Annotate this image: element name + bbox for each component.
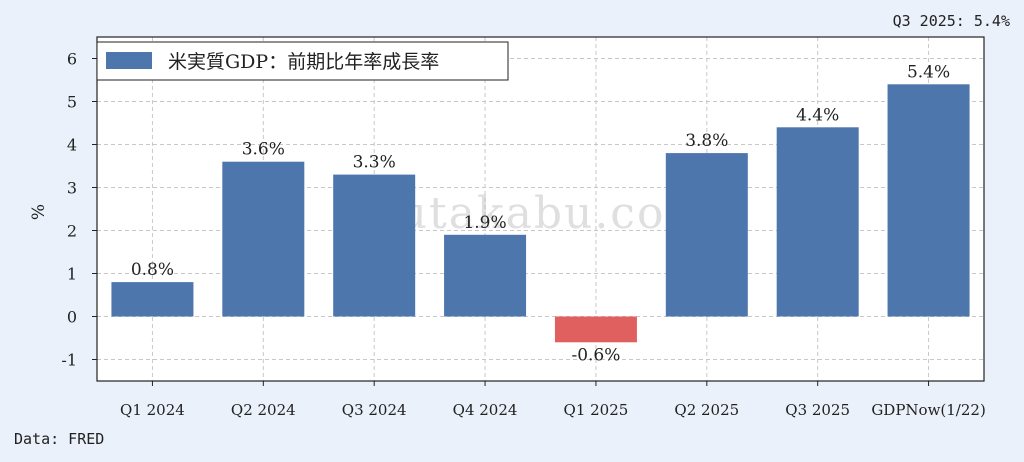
x-tick-label-4: Q1 2025 — [564, 401, 629, 419]
legend-box — [96, 41, 509, 81]
x-tick-label-5: Q2 2025 — [674, 401, 739, 419]
data-label-1: 3.6% — [242, 140, 285, 160]
x-tick-label-7: GDPNow(1/22) — [871, 401, 986, 419]
data-label-2: 3.3% — [353, 153, 396, 173]
data-label-6: 4.4% — [796, 105, 839, 125]
y-tick-label: 2 — [67, 222, 77, 241]
data-label-5: 3.8% — [685, 131, 728, 151]
data-label-7: 5.4% — [907, 62, 950, 82]
bar-5 — [665, 153, 748, 317]
plot-frame — [96, 36, 985, 382]
x-tick-label-0: Q1 2024 — [120, 401, 185, 419]
x-tick-label-2: Q3 2024 — [342, 401, 407, 419]
y-tick-label: 4 — [67, 136, 77, 155]
x-tick-label-1: Q2 2024 — [231, 401, 296, 419]
data-label-0: 0.8% — [131, 260, 174, 280]
bar-6 — [776, 127, 859, 317]
y-tick-label: 5 — [67, 93, 77, 112]
bar-2 — [333, 174, 416, 317]
bar-7 — [887, 84, 970, 317]
bars — [111, 84, 970, 343]
bar-4 — [554, 316, 637, 343]
y-tick-label: 0 — [67, 308, 77, 327]
data-source: Data: FRED — [14, 430, 105, 448]
legend-swatch — [106, 52, 152, 69]
latest-value-note: Q3 2025: 5.4% — [892, 12, 1010, 30]
y-tick-label: 3 — [67, 179, 77, 198]
x-tick-label-6: Q3 2025 — [785, 401, 850, 419]
watermark: yutakabu.com — [371, 188, 709, 239]
legend-label: 米実質GDP：前期比年率成長率 — [168, 51, 439, 73]
x-tick-label-3: Q4 2024 — [453, 401, 518, 419]
y-tick-label: 6 — [67, 50, 77, 69]
bar-3 — [444, 234, 527, 317]
data-labels: 0.8% 3.6% 3.3% 1.9% -0.6% 3.8% 4.4% 5.4% — [131, 62, 950, 365]
bar-1 — [222, 161, 305, 317]
y-axis: -1 0 1 2 3 4 5 6 — [61, 50, 97, 370]
y-tick-label: 1 — [67, 265, 77, 284]
legend: 米実質GDP：前期比年率成長率 — [96, 41, 509, 81]
x-axis: Q1 2024 Q2 2024 Q3 2024 Q4 2024 Q1 2025 Q2 20… — [120, 381, 986, 419]
data-label-3: 1.9% — [463, 213, 506, 233]
y-axis-label: % — [29, 204, 49, 220]
bar-0 — [111, 282, 194, 317]
data-label-4: -0.6% — [571, 345, 620, 365]
y-tick-label: -1 — [61, 351, 77, 370]
